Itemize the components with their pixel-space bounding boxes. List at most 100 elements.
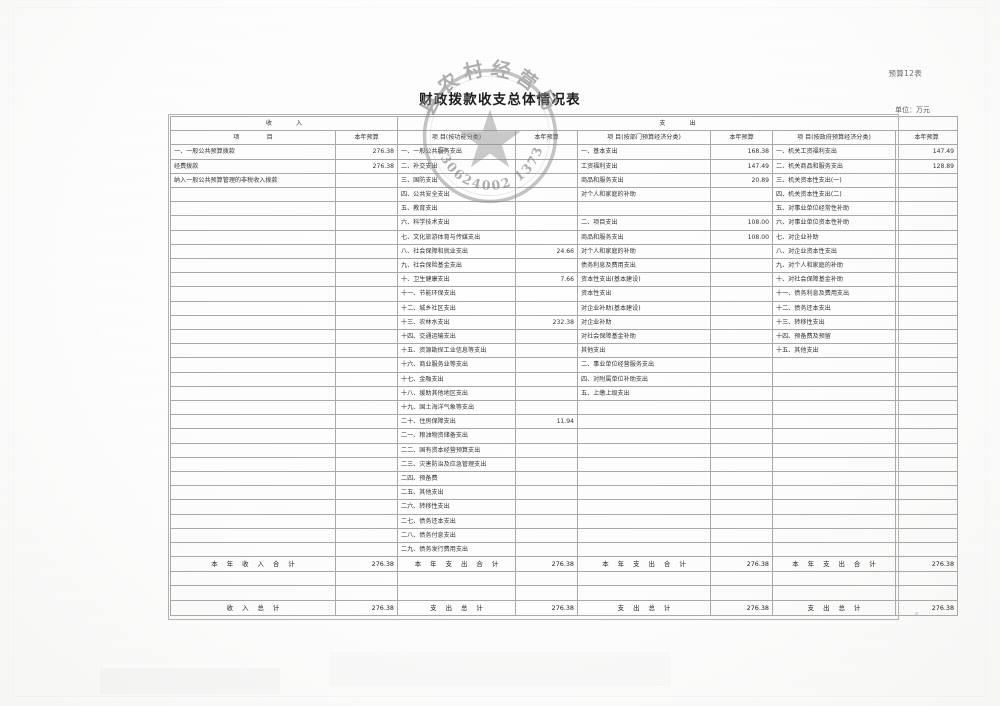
total-gov-value: 276.38 xyxy=(894,599,959,616)
cell-dept-item xyxy=(577,485,711,501)
cell-func-item: 十五、资源勘探工业信息等支出 xyxy=(397,343,516,359)
cell-dept-item xyxy=(577,499,711,515)
cell-income-item xyxy=(170,456,336,473)
cell-func-item: 六、科学技术支出 xyxy=(397,215,516,231)
blank-cell xyxy=(710,571,773,587)
cell-dept-value xyxy=(710,513,773,529)
cell-func-item: 二一、粮油物资储备支出 xyxy=(397,428,516,444)
blank-cell xyxy=(515,585,578,601)
subtotal-dept-label: 本 年 支 出 合 计 xyxy=(577,556,711,573)
table-row: 十、卫生健康支出 7.66 资本性支出(基本建设) 十、对社会保障基金补助 xyxy=(170,272,959,288)
cell-dept-item: 对企业补助 xyxy=(577,314,711,331)
cell-gov-value xyxy=(894,215,959,231)
cell-dept-item: 五、上缴上级支出 xyxy=(577,385,711,402)
cell-income-item xyxy=(170,314,336,331)
table-row: 七、文化旅游体育与传媒支出 商品和服务支出 108.00 七、对企业补助 xyxy=(170,229,959,245)
cell-func-item: 二、补交支出 xyxy=(397,158,516,174)
cell-dept-item: 商品和服务支出 xyxy=(577,229,711,245)
cell-gov-item: 七、对企业补助 xyxy=(772,229,896,245)
cell-income-item xyxy=(170,527,336,544)
cell-dept-item: 对个人和家庭的补助 xyxy=(577,243,711,260)
cell-func-value xyxy=(515,144,578,160)
cell-dept-item xyxy=(577,428,711,444)
total-income-label: 收 入 总 计 xyxy=(170,599,336,616)
cell-income-value xyxy=(335,400,398,416)
cell-income-value xyxy=(335,329,398,345)
table-row: 二四、预备费 xyxy=(170,471,959,487)
blank-cell xyxy=(170,571,336,587)
cell-func-value xyxy=(515,201,578,217)
cell-gov-value xyxy=(894,385,959,402)
cell-income-item xyxy=(170,471,336,487)
cell-gov-value xyxy=(894,187,959,203)
cell-gov-item: 十四、预备费及预留 xyxy=(772,329,896,345)
col-header-gov-budget: 本年预算 xyxy=(894,130,959,146)
cell-income-value xyxy=(335,428,398,444)
blank-cell xyxy=(894,571,959,587)
cell-dept-item: 债务利息及费用支出 xyxy=(577,258,711,274)
cell-income-value xyxy=(335,442,398,458)
cell-dept-value xyxy=(710,343,773,359)
cell-income-item xyxy=(170,272,336,288)
cell-func-item: 五、教育支出 xyxy=(397,201,516,217)
cell-gov-value xyxy=(894,499,959,515)
cell-gov-value xyxy=(894,542,959,558)
cell-dept-value xyxy=(710,471,773,487)
group-header-income: 收 入 xyxy=(170,115,398,132)
cell-dept-item: 四、对附属单位补助支出 xyxy=(577,371,711,387)
cell-func-item: 三、国防支出 xyxy=(397,172,516,189)
blank-cell xyxy=(335,571,398,587)
cell-func-value xyxy=(515,499,578,515)
blank-cell xyxy=(772,585,896,601)
cell-func-item: 二七、债务还本支出 xyxy=(397,513,516,529)
cell-gov-value xyxy=(894,286,959,302)
cell-func-item: 一、一般公共服务支出 xyxy=(397,144,516,160)
cell-income-value xyxy=(335,201,398,217)
cell-income-item xyxy=(170,300,336,316)
cell-func-item: 十七、金融支出 xyxy=(397,371,516,387)
col-header-func-budget: 本年预算 xyxy=(515,130,578,146)
cell-income-value xyxy=(335,485,398,501)
cell-func-item: 二六、转移性支出 xyxy=(397,499,516,515)
cell-dept-value xyxy=(710,286,773,302)
col-header-func-item: 项 目(按功能分类) xyxy=(397,130,516,146)
cell-func-value xyxy=(515,385,578,402)
cell-dept-value xyxy=(710,300,773,316)
cell-gov-value xyxy=(894,258,959,274)
cell-func-value xyxy=(515,187,578,203)
cell-dept-value xyxy=(710,329,773,345)
cell-gov-item: 十二、债务还本支出 xyxy=(772,300,896,316)
cell-func-item: 二九、债务发行费用支出 xyxy=(397,542,516,558)
cell-income-value xyxy=(335,300,398,316)
cell-income-item xyxy=(170,243,336,260)
cell-income-value xyxy=(335,243,398,260)
cell-income-value xyxy=(335,499,398,515)
cell-gov-item: 十三、转移性支出 xyxy=(772,314,896,331)
table-row: 九、社会保险基金支出 债务利息及费用支出 九、对个人和家庭的补助 xyxy=(170,258,959,274)
blank-row xyxy=(170,585,959,601)
scan-band-left xyxy=(100,668,280,694)
cell-income-item xyxy=(170,442,336,458)
cell-gov-item xyxy=(772,414,896,430)
col-header-income-budget: 本年预算 xyxy=(335,130,398,146)
cell-func-item: 二三、灾害防治及应急管理支出 xyxy=(397,456,516,473)
cell-gov-value xyxy=(894,456,959,473)
cell-income-item xyxy=(170,201,336,217)
table-row: 纳入一般公共预算管理的非税收入拨款 三、国防支出 商品和服务支出 20.89 三、机关资… xyxy=(170,172,959,189)
cell-gov-value xyxy=(894,201,959,217)
table-row: 二十、住房保障支出 11.94 xyxy=(170,414,959,430)
cell-func-value xyxy=(515,456,578,473)
table-row: 十三、农林水支出 232.38 对企业补助 十三、转移性支出 xyxy=(170,314,959,331)
cell-gov-value xyxy=(894,300,959,316)
cell-func-value: 7.66 xyxy=(515,272,578,288)
table-row: 二九、债务发行费用支出 xyxy=(170,542,959,558)
cell-dept-value xyxy=(710,258,773,274)
cell-income-item: 经费拨款 xyxy=(170,158,336,174)
col-header-gov-item: 项 目(按政府预算经济分类) xyxy=(772,130,896,146)
cell-gov-item: 二、机关商品和服务支出 xyxy=(772,158,896,174)
cell-income-value xyxy=(335,414,398,430)
cell-func-item: 十四、交通运输支出 xyxy=(397,329,516,345)
cell-dept-value xyxy=(710,527,773,544)
cell-func-value: 24.66 xyxy=(515,243,578,260)
cell-gov-value xyxy=(894,428,959,444)
